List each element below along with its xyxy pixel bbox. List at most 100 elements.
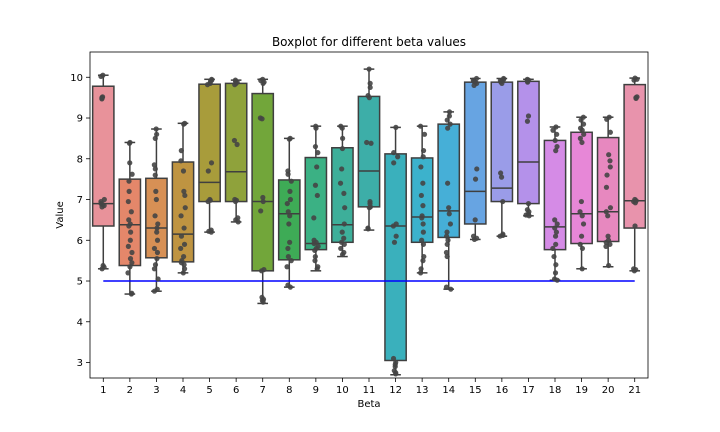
- data-point: [129, 249, 135, 256]
- data-point: [285, 245, 291, 252]
- data-point: [235, 219, 241, 225]
- data-point: [180, 253, 187, 260]
- data-point: [342, 205, 348, 211]
- data-point: [447, 121, 453, 127]
- data-point: [444, 117, 450, 123]
- data-point: [393, 124, 399, 130]
- data-point: [526, 213, 532, 219]
- data-point: [554, 221, 560, 227]
- data-point: [152, 166, 158, 172]
- plot-area: [91, 66, 647, 377]
- data-point: [606, 262, 612, 269]
- data-point: [448, 286, 454, 292]
- data-point: [341, 241, 347, 247]
- data-point: [393, 233, 399, 239]
- data-point: [153, 196, 159, 203]
- y-tick-label: 10: [70, 73, 83, 84]
- data-point: [154, 225, 160, 231]
- x-tick-label: 5: [206, 385, 212, 396]
- data-point: [155, 221, 161, 227]
- data-point: [339, 229, 345, 235]
- data-point: [391, 160, 397, 166]
- data-point: [178, 148, 184, 154]
- x-tick-label: 17: [522, 385, 535, 396]
- data-point: [341, 235, 347, 241]
- data-point: [178, 233, 185, 239]
- data-point: [420, 229, 426, 235]
- data-point: [152, 262, 159, 268]
- box-5: [198, 78, 221, 233]
- data-point: [153, 126, 159, 132]
- data-point: [339, 125, 345, 131]
- data-point: [314, 266, 320, 272]
- data-point: [446, 205, 452, 211]
- data-point: [606, 152, 612, 158]
- data-point: [472, 217, 478, 223]
- data-point: [286, 136, 292, 142]
- data-point: [285, 171, 291, 177]
- box-body: [437, 123, 461, 239]
- data-point: [444, 229, 450, 235]
- data-point: [366, 66, 372, 72]
- x-tick-label: 7: [260, 385, 266, 396]
- data-point: [153, 188, 159, 194]
- data-point: [339, 145, 346, 152]
- data-point: [418, 192, 424, 199]
- data-point: [311, 215, 317, 221]
- data-point: [182, 192, 188, 199]
- data-point: [420, 203, 426, 209]
- data-point: [232, 198, 239, 205]
- data-point: [285, 253, 291, 260]
- data-point: [443, 233, 450, 239]
- data-point: [127, 160, 133, 166]
- data-point: [553, 262, 559, 268]
- data-point: [312, 253, 318, 260]
- x-tick-label: 21: [628, 385, 641, 396]
- data-point: [580, 221, 587, 227]
- data-point: [603, 184, 610, 190]
- data-point: [445, 180, 451, 186]
- data-point: [151, 288, 158, 294]
- data-point: [151, 162, 157, 168]
- data-point: [340, 135, 346, 141]
- data-point: [631, 77, 637, 83]
- data-point: [367, 80, 373, 86]
- data-point: [551, 253, 557, 260]
- data-point: [182, 205, 188, 211]
- data-point: [605, 213, 611, 219]
- data-point: [417, 123, 424, 129]
- data-point: [633, 95, 639, 102]
- x-tick-label: 12: [389, 385, 402, 396]
- data-point: [312, 143, 319, 150]
- data-point: [445, 125, 451, 131]
- data-point: [152, 172, 158, 178]
- data-point: [126, 217, 132, 223]
- data-point: [525, 79, 531, 85]
- data-point: [579, 213, 585, 219]
- data-point: [99, 204, 105, 210]
- x-tick-label: 13: [416, 385, 429, 396]
- box-body: [570, 131, 593, 245]
- data-point: [420, 148, 427, 154]
- data-point: [472, 176, 479, 182]
- data-point: [181, 241, 188, 247]
- data-point: [579, 127, 585, 133]
- data-point: [127, 237, 133, 243]
- data-point: [553, 229, 560, 235]
- box-4: [171, 122, 195, 274]
- data-point: [152, 135, 158, 141]
- chart-title: Boxplot for different beta values: [272, 35, 466, 49]
- data-point: [581, 131, 587, 137]
- data-point: [127, 264, 133, 270]
- data-point: [260, 80, 266, 86]
- data-point: [288, 178, 294, 184]
- x-axis-label: Beta: [357, 399, 380, 410]
- data-point: [287, 188, 293, 194]
- data-point: [524, 118, 531, 124]
- data-point: [500, 198, 506, 205]
- data-point: [154, 249, 161, 256]
- data-point: [287, 213, 293, 219]
- data-point: [205, 198, 211, 205]
- data-point: [418, 164, 424, 170]
